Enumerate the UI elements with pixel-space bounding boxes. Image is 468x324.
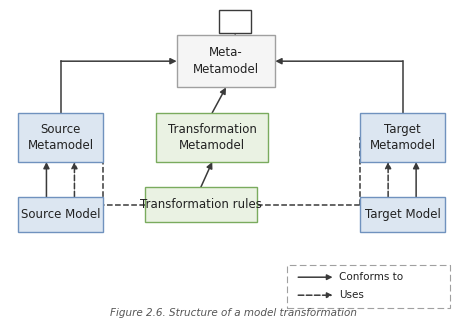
Text: Transformation rules: Transformation rules xyxy=(140,198,262,211)
FancyBboxPatch shape xyxy=(18,197,103,232)
Text: Source
Metamodel: Source Metamodel xyxy=(28,123,94,152)
Text: Meta-
Metamodel: Meta- Metamodel xyxy=(193,46,259,76)
FancyBboxPatch shape xyxy=(145,187,257,222)
Text: Conforms to: Conforms to xyxy=(339,272,403,282)
FancyBboxPatch shape xyxy=(156,113,269,162)
Text: Uses: Uses xyxy=(339,290,365,300)
FancyBboxPatch shape xyxy=(287,265,450,308)
Text: Target Model: Target Model xyxy=(365,208,440,221)
FancyBboxPatch shape xyxy=(177,35,275,87)
Text: Source Model: Source Model xyxy=(21,208,101,221)
Text: Transformation
Metamodel: Transformation Metamodel xyxy=(168,123,256,152)
FancyBboxPatch shape xyxy=(219,10,251,33)
Text: Figure 2.6. Structure of a model transformation: Figure 2.6. Structure of a model transfo… xyxy=(110,307,358,318)
Text: Target
Metamodel: Target Metamodel xyxy=(370,123,436,152)
FancyBboxPatch shape xyxy=(360,113,445,162)
FancyBboxPatch shape xyxy=(360,197,445,232)
FancyBboxPatch shape xyxy=(18,113,103,162)
